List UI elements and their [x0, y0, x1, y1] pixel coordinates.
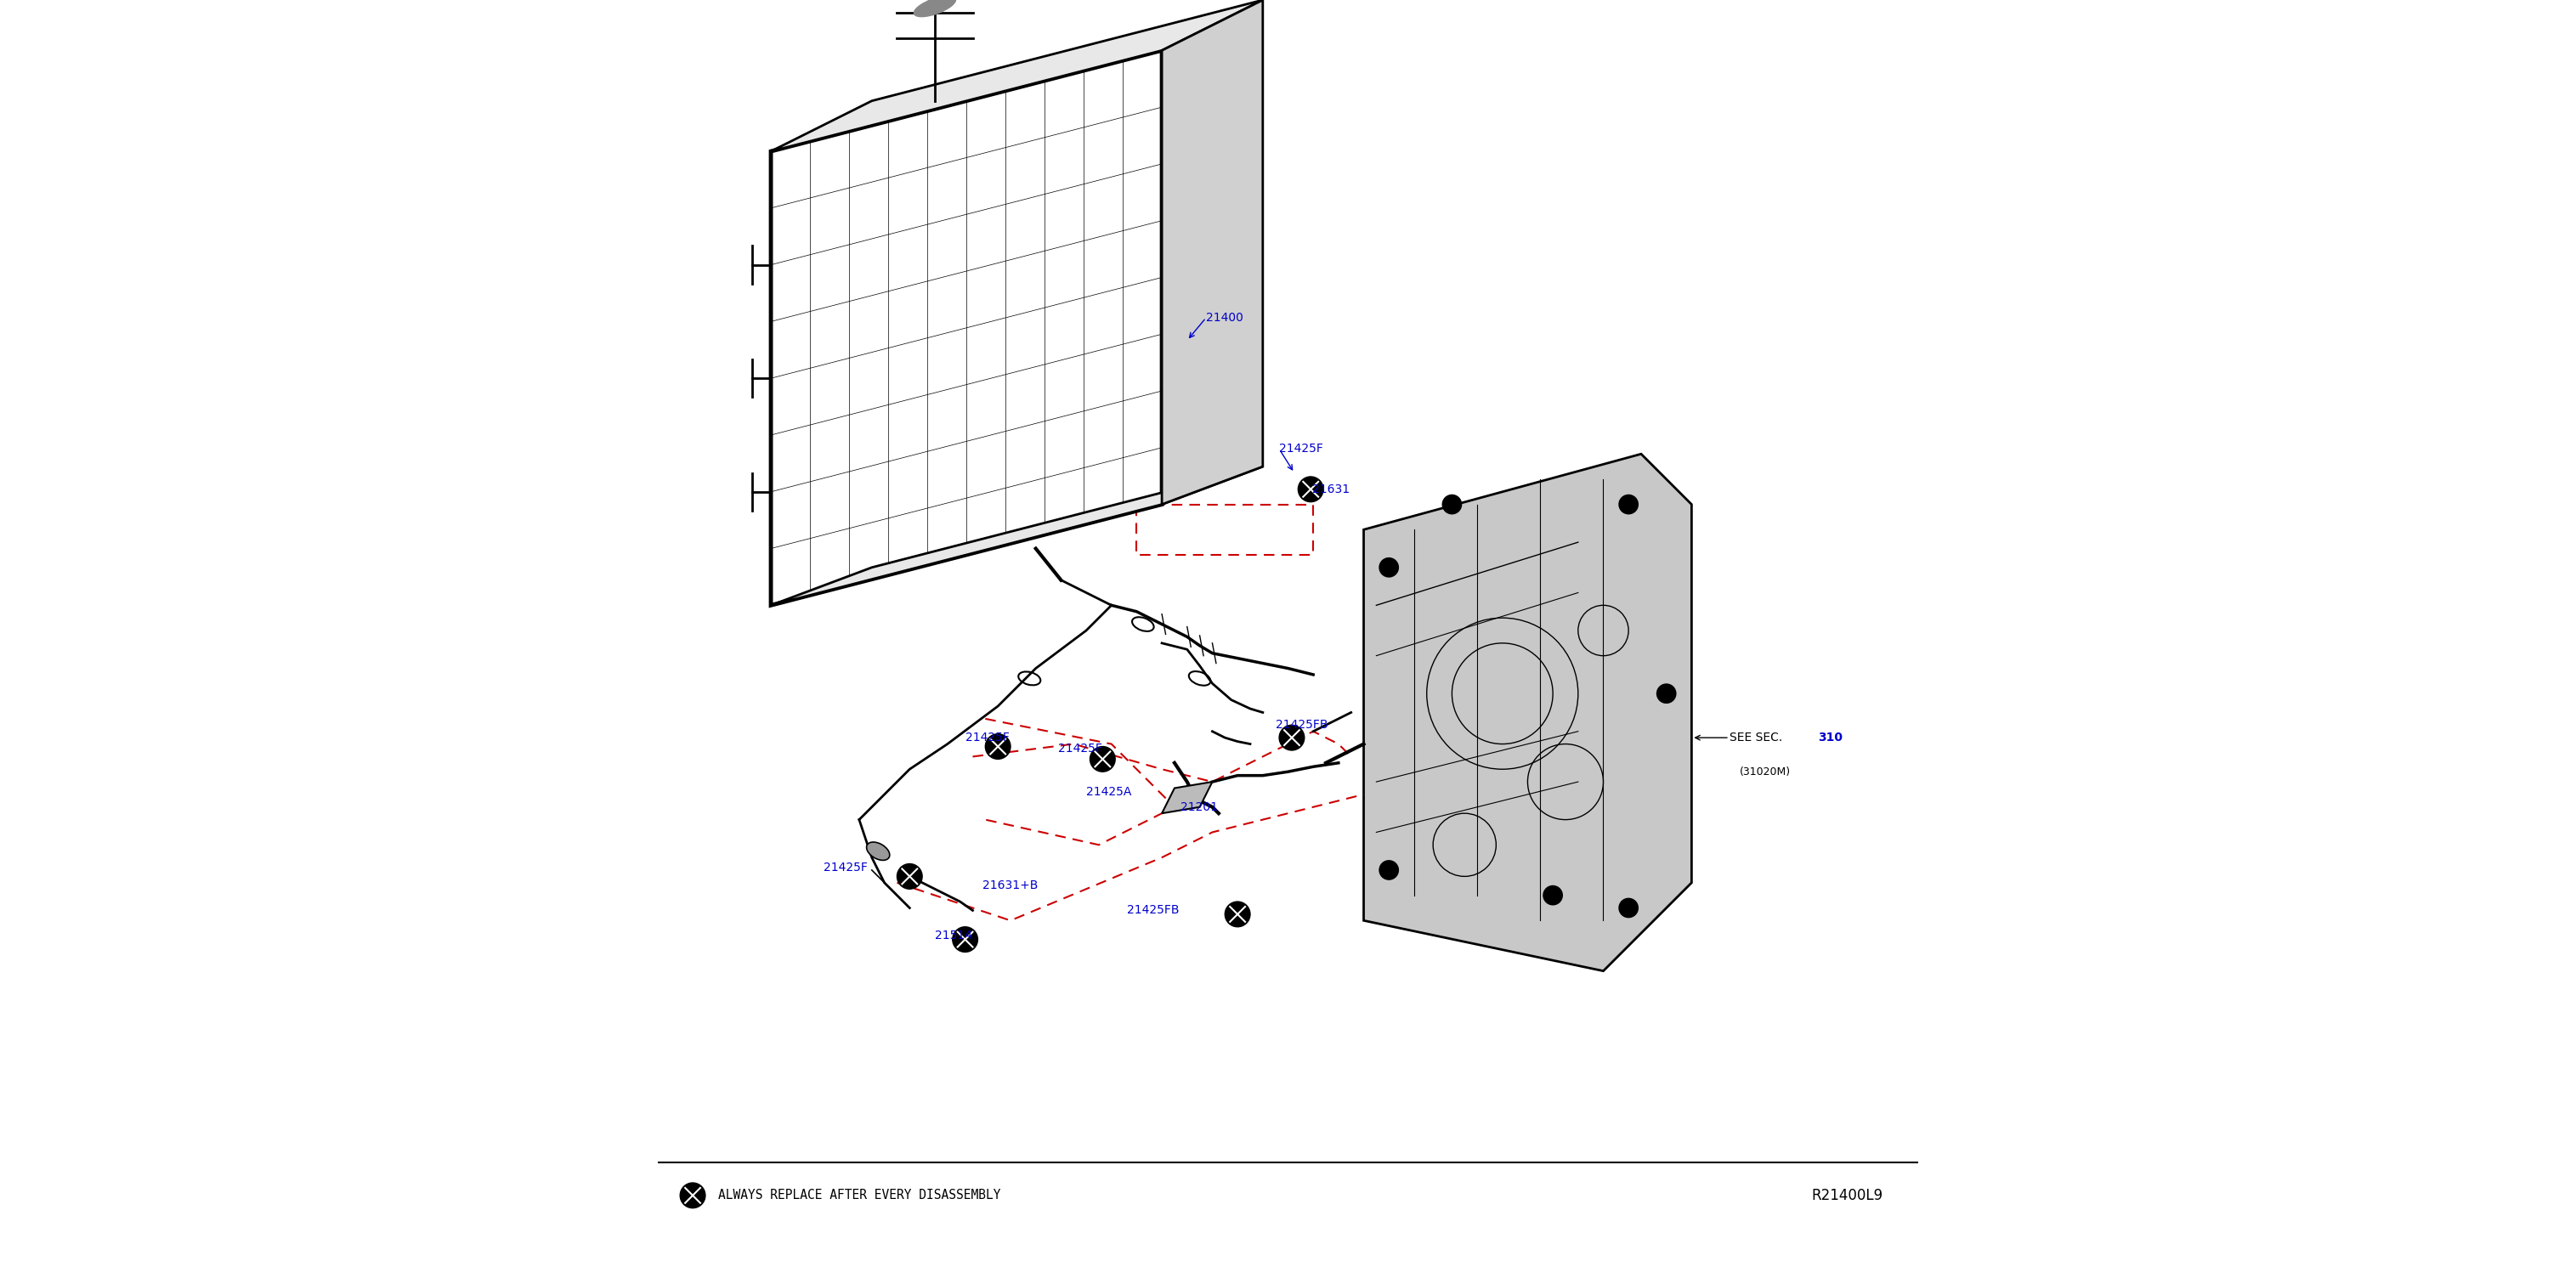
Text: 21425F: 21425F — [824, 861, 868, 874]
Circle shape — [984, 734, 1010, 759]
Circle shape — [1226, 902, 1249, 927]
Circle shape — [1090, 747, 1115, 772]
Circle shape — [1543, 885, 1564, 905]
Text: 21201: 21201 — [1180, 801, 1218, 813]
Ellipse shape — [866, 842, 889, 860]
Text: 21425FB: 21425FB — [1126, 904, 1180, 917]
Circle shape — [1298, 477, 1324, 502]
Circle shape — [1618, 898, 1638, 918]
Circle shape — [953, 927, 979, 952]
Circle shape — [1378, 557, 1399, 578]
Text: 21425F: 21425F — [1059, 743, 1103, 755]
Circle shape — [1618, 494, 1638, 514]
Ellipse shape — [914, 0, 956, 16]
Text: SEE SEC.: SEE SEC. — [1728, 731, 1783, 744]
Polygon shape — [1162, 0, 1262, 504]
Polygon shape — [1363, 454, 1692, 971]
Circle shape — [896, 864, 922, 889]
Polygon shape — [1162, 782, 1213, 813]
Text: 21631: 21631 — [1311, 483, 1350, 496]
Circle shape — [1443, 494, 1463, 514]
Text: 21425F: 21425F — [966, 731, 1010, 744]
Text: 310: 310 — [1819, 731, 1842, 744]
Text: ALWAYS REPLACE AFTER EVERY DISASSEMBLY: ALWAYS REPLACE AFTER EVERY DISASSEMBLY — [719, 1189, 999, 1202]
Text: 21425FB: 21425FB — [1275, 719, 1327, 731]
Text: (31020M): (31020M) — [1739, 767, 1790, 777]
Circle shape — [1656, 683, 1677, 704]
Polygon shape — [770, 467, 1262, 605]
Circle shape — [680, 1183, 706, 1208]
Text: 21425F: 21425F — [1280, 443, 1324, 455]
Text: 21514: 21514 — [935, 929, 971, 942]
Text: 21425A: 21425A — [1087, 786, 1131, 798]
Text: 21400: 21400 — [1206, 311, 1244, 324]
Polygon shape — [770, 0, 1262, 151]
Text: 21631+B: 21631+B — [984, 879, 1038, 892]
Circle shape — [1378, 860, 1399, 880]
Text: R21400L9: R21400L9 — [1811, 1188, 1883, 1203]
Circle shape — [1280, 725, 1303, 750]
